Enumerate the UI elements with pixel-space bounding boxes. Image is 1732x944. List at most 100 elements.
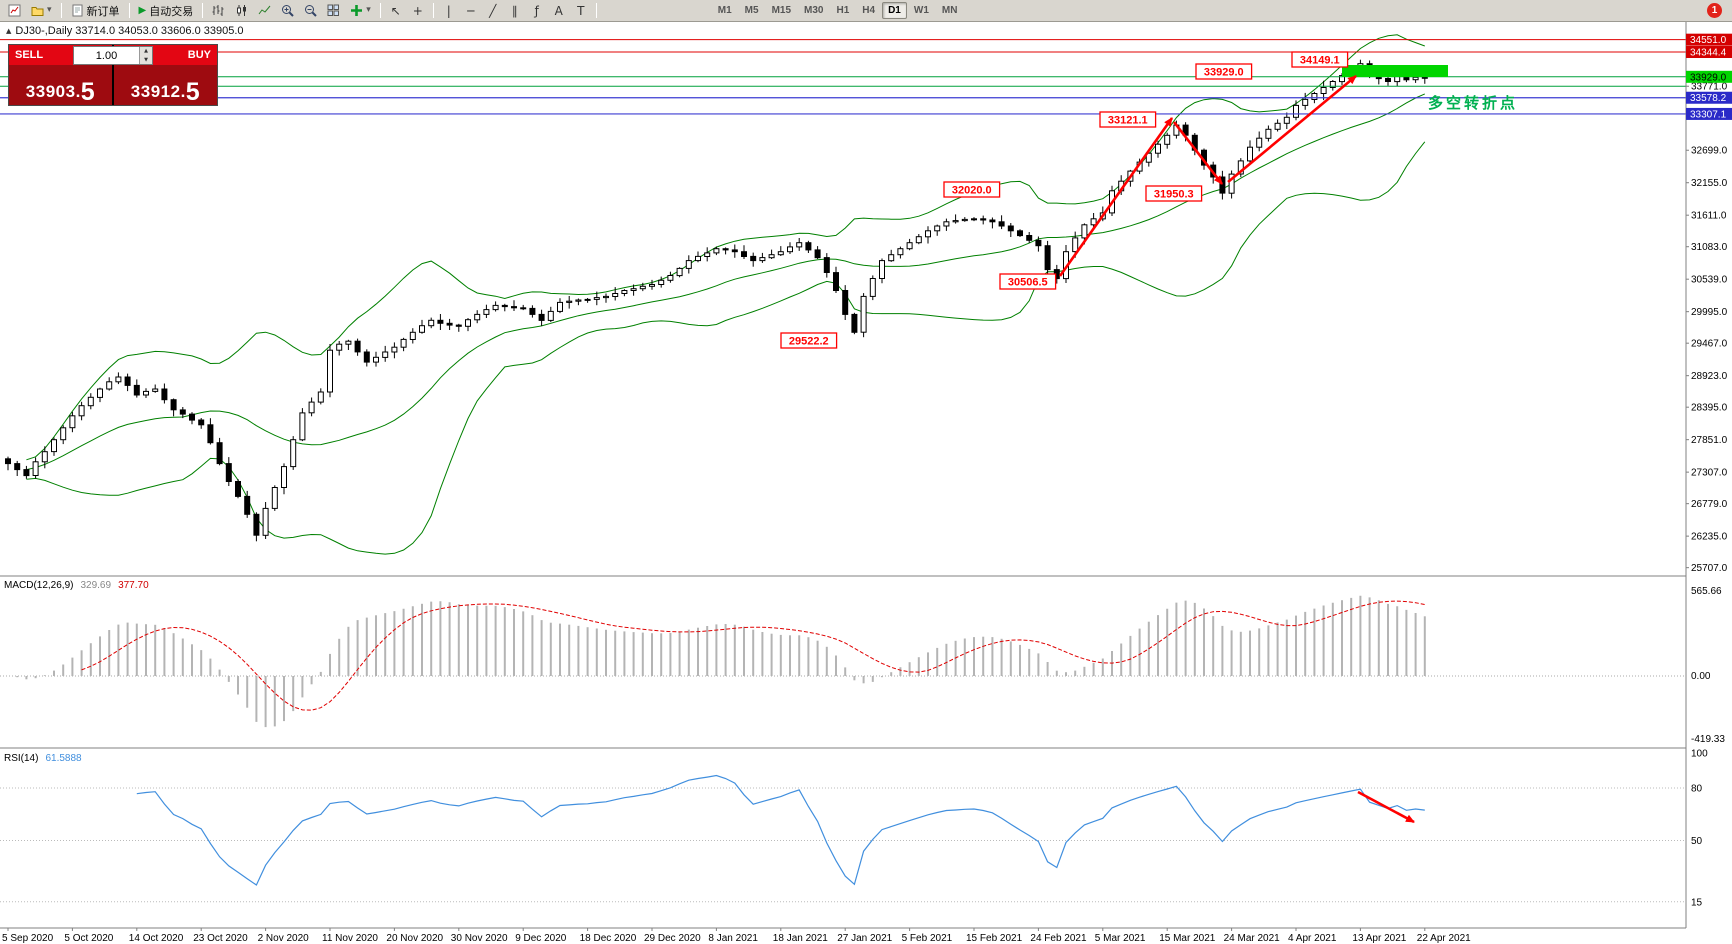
price-badge: 34344.4 <box>1686 46 1732 59</box>
toolbar-separator <box>432 3 434 18</box>
svg-text:30506.5: 30506.5 <box>1008 277 1048 289</box>
timeframe-button-w1[interactable]: W1 <box>913 5 929 16</box>
svg-text:24 Feb 2021: 24 Feb 2021 <box>1030 933 1087 944</box>
label-icon: T <box>577 3 585 18</box>
volume-input-box: ▲ ▼ <box>73 46 153 65</box>
line-chart-icon <box>258 5 271 15</box>
svg-text:11 Nov 2020: 11 Nov 2020 <box>322 933 378 944</box>
timeframe-button-h4[interactable]: H4 <box>862 5 876 16</box>
horizontal-line-tool-button[interactable]: ─ <box>461 2 481 20</box>
price-badge: 33578.2 <box>1686 91 1732 104</box>
volume-stepper: ▲ ▼ <box>139 47 152 64</box>
svg-text:27 Jan 2021: 27 Jan 2021 <box>837 933 892 944</box>
volume-input[interactable] <box>74 47 139 64</box>
svg-text:33121.1: 33121.1 <box>1108 115 1148 127</box>
svg-text:28923.0: 28923.0 <box>1691 371 1728 382</box>
svg-text:5 Feb 2021: 5 Feb 2021 <box>902 933 953 944</box>
vertical-line-icon: | <box>446 3 451 18</box>
price-level-lines[interactable] <box>0 39 1686 115</box>
timeframe-button-m15[interactable]: M15 <box>771 5 792 16</box>
channel-tool-button[interactable]: ∥ <box>505 2 525 20</box>
profiles-button[interactable]: ▾ <box>27 2 56 20</box>
svg-text:29995.0: 29995.0 <box>1691 307 1728 318</box>
profiles-folder-icon <box>31 7 44 16</box>
crosshair-tool-button[interactable]: + <box>408 2 428 20</box>
svg-text:15 Mar 2021: 15 Mar 2021 <box>1159 933 1216 944</box>
line-chart-button[interactable] <box>254 2 275 20</box>
svg-text:13 Apr 2021: 13 Apr 2021 <box>1352 933 1406 944</box>
symbol-ohlc-line: ▲ DJ30-,Daily 33714.0 34053.0 33606.0 33… <box>6 25 244 37</box>
timeframe-button-h1[interactable]: H1 <box>836 5 850 16</box>
fibonacci-tool-button[interactable]: ƒ <box>527 2 547 20</box>
label-tool-button[interactable]: T <box>571 2 591 20</box>
rsi-panel <box>0 774 1686 903</box>
svg-text:32155.0: 32155.0 <box>1691 178 1728 189</box>
svg-text:100: 100 <box>1691 749 1708 760</box>
svg-text:20 Nov 2020: 20 Nov 2020 <box>386 933 443 944</box>
new-chart-button[interactable] <box>4 2 25 20</box>
svg-text:33307.1: 33307.1 <box>1690 109 1727 120</box>
tile-windows-button[interactable] <box>323 2 344 20</box>
autotrade-button[interactable]: ▶ 自动交易 <box>135 2 198 20</box>
svg-text:5 Sep 2020: 5 Sep 2020 <box>2 933 54 944</box>
zoom-in-button[interactable] <box>277 2 298 20</box>
price-axis: 33771.0 32699.0 32155.0 31611.0 31083.0 30539… <box>1686 82 1728 908</box>
svg-text:27307.0: 27307.0 <box>1691 468 1728 479</box>
price-badge: 33929.0 <box>1686 70 1732 83</box>
dropdown-caret-icon: ▾ <box>366 5 371 15</box>
macd-name: MACD(12,26,9) <box>4 580 74 591</box>
macd-indicator-label: MACD(12,26,9) 329.69 377.70 <box>4 580 149 591</box>
svg-text:-419.33: -419.33 <box>1691 734 1725 745</box>
timeframe-button-m1[interactable]: M1 <box>717 5 732 16</box>
text-icon: A <box>554 3 563 18</box>
toolbar-separator <box>595 3 597 18</box>
notification-badge[interactable]: 1 <box>1707 3 1722 18</box>
svg-text:565.66: 565.66 <box>1691 586 1722 597</box>
text-tool-button[interactable]: A <box>549 2 569 20</box>
timeframe-button-mn[interactable]: MN <box>941 5 958 16</box>
indicators-button[interactable]: ▾ <box>346 2 375 20</box>
candlestick-chart-button[interactable] <box>231 2 252 20</box>
timeframe-button-m5[interactable]: M5 <box>744 5 759 16</box>
svg-text:15: 15 <box>1691 897 1703 908</box>
bar-chart-button[interactable] <box>208 2 229 20</box>
candlestick-chart-icon <box>237 5 247 16</box>
trendline-tool-button[interactable]: ╱ <box>483 2 503 20</box>
vertical-line-tool-button[interactable]: | <box>439 2 459 20</box>
symbol-ohlc-text: DJ30-,Daily 33714.0 34053.0 33606.0 3390… <box>15 25 244 37</box>
svg-text:34149.1: 34149.1 <box>1300 55 1340 67</box>
timeframe-button-d1[interactable]: D1 <box>882 2 907 19</box>
annotation-boxes[interactable]: 29522.2 30506.5 32020.0 33121.1 31950.3 33929… <box>780 51 1349 349</box>
bollinger-bands <box>26 34 1426 555</box>
fibonacci-icon: ƒ <box>534 3 539 18</box>
new-order-label: 新订单 <box>86 5 120 18</box>
price-axis-bg <box>1686 22 1732 944</box>
svg-text:9 Dec 2020: 9 Dec 2020 <box>515 933 567 944</box>
price-badge: 33307.1 <box>1686 107 1732 120</box>
cursor-tool-button[interactable]: ↖ <box>386 2 406 20</box>
svg-text:33929.0: 33929.0 <box>1204 67 1244 79</box>
svg-text:28395.0: 28395.0 <box>1691 403 1728 414</box>
svg-text:31950.3: 31950.3 <box>1154 189 1194 201</box>
chart-window: 33771.0 32699.0 32155.0 31611.0 31083.0 30539… <box>0 22 1732 944</box>
trend-arrows[interactable] <box>1058 74 1415 824</box>
volume-up-button[interactable]: ▲ <box>140 47 152 56</box>
timeframe-button-m30[interactable]: M30 <box>804 5 824 16</box>
svg-text:30539.0: 30539.0 <box>1691 275 1728 286</box>
zoom-out-button[interactable] <box>300 2 321 20</box>
svg-text:0.00: 0.00 <box>1691 671 1711 682</box>
new-order-button[interactable]: 新订单 <box>67 2 124 20</box>
svg-text:32699.0: 32699.0 <box>1691 146 1728 157</box>
zoom-in-icon <box>282 5 294 17</box>
dropdown-caret-icon: ▾ <box>47 5 52 15</box>
price-chart-canvas: 33771.0 32699.0 32155.0 31611.0 31083.0 30539… <box>0 22 1732 944</box>
volume-down-button[interactable]: ▼ <box>140 55 152 64</box>
autotrade-play-icon: ▶ <box>138 4 147 16</box>
svg-text:27851.0: 27851.0 <box>1691 435 1728 446</box>
macd-signal-line <box>81 600 1425 711</box>
svg-text:29467.0: 29467.0 <box>1691 339 1728 350</box>
toolbar-separator <box>60 3 62 18</box>
svg-text:18 Dec 2020: 18 Dec 2020 <box>580 933 637 944</box>
price-badge: 34551.0 <box>1686 33 1732 46</box>
svg-text:32020.0: 32020.0 <box>952 185 992 197</box>
